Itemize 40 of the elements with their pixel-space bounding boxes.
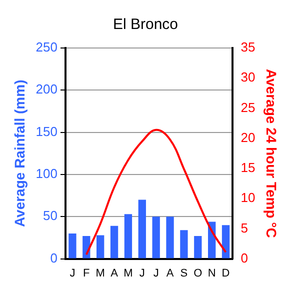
bar (180, 230, 188, 258)
bar (138, 200, 146, 258)
y2-tick-label: 5 (240, 220, 248, 236)
x-tick-label: J (153, 267, 159, 280)
y-tick-label: 0 (50, 250, 58, 266)
x-tick-label: D (222, 267, 230, 280)
x-tick-label: A (166, 267, 174, 280)
x-tick-label: S (180, 267, 188, 280)
bar (110, 226, 118, 258)
bar (152, 216, 160, 258)
y2-tick-label: 10 (240, 190, 256, 206)
y2-tick-label: 15 (240, 160, 256, 176)
x-tick-label: J (70, 267, 76, 280)
y2-tick-label: 0 (240, 250, 248, 266)
y-axis-title: Average Rainfall (mm) (11, 80, 28, 228)
y2-tick-label: 25 (240, 100, 256, 115)
y2-tick-label: 20 (240, 130, 256, 145)
y-tick-label: 250 (36, 40, 58, 55)
y-tick-label: 50 (43, 208, 58, 224)
y-tick-label: 150 (36, 124, 58, 139)
chart-title: El Bronco (112, 16, 178, 34)
line-series (85, 128, 227, 256)
x-tick-label: M (124, 267, 133, 280)
x-tick-label: A (110, 267, 119, 280)
x-tick-label: J (139, 267, 145, 280)
x-tick-label: O (194, 267, 203, 280)
y-tick-label: 100 (36, 166, 58, 182)
y2-tick-label: 30 (240, 70, 256, 85)
bar (194, 236, 202, 258)
x-tick-label: M (96, 267, 105, 280)
bar (166, 216, 174, 258)
x-tick-label: N (208, 267, 216, 280)
y2-tick-label: 35 (240, 40, 256, 55)
bar (96, 235, 104, 258)
bar (124, 214, 132, 258)
y2-axis-title: Average 24 hour Temp °C (264, 68, 280, 238)
x-tick-label: F (83, 267, 90, 280)
y-tick-label: 200 (36, 82, 58, 97)
bar (68, 234, 76, 258)
bar (222, 225, 230, 258)
